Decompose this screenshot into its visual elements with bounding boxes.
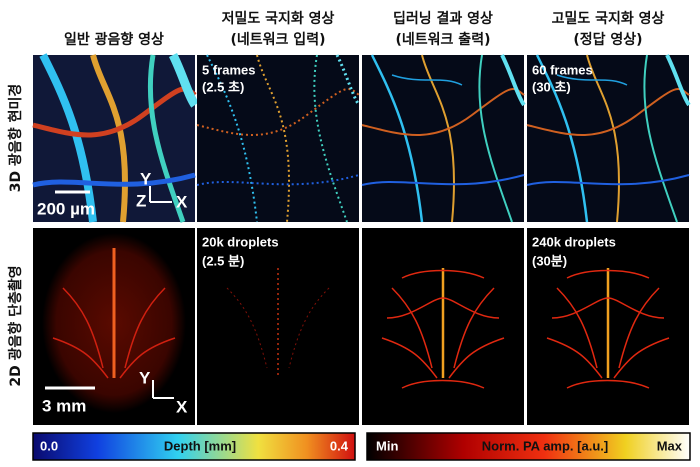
panel-label: 20k droplets (202, 234, 279, 249)
column-header: (정답 영상) (573, 31, 642, 48)
panel-label: 60 frames (532, 62, 593, 77)
panel-label: (2.5 초) (202, 79, 244, 94)
scale-label: 3 mm (42, 396, 86, 415)
panel-label: (2.5 분) (202, 253, 244, 268)
image-panel (33, 55, 195, 222)
image-panel (360, 53, 526, 224)
image-panel (360, 226, 526, 427)
panel-label: 5 frames (202, 62, 255, 77)
axis-label: X (176, 397, 188, 416)
colorbar (366, 432, 691, 461)
column-header: (네트워크 입력) (231, 32, 326, 48)
colorbar-min: Min (376, 438, 398, 453)
column-header: 저밀도 국지화 영상 (222, 10, 335, 27)
panel-label: (30 초) (532, 79, 571, 94)
panel-label: (30분) (532, 253, 567, 268)
column-header: (네트워크 출력) (396, 31, 491, 48)
colorbar-max: Max (657, 438, 683, 453)
colorbar-title: Depth [mm] (164, 438, 236, 453)
axis-label: X (176, 192, 188, 211)
scale-label: 200 µm (37, 199, 95, 218)
column-header: 딥러닝 결과 영상 (393, 10, 493, 27)
column-header: 일반 광음향 영상 (64, 31, 164, 48)
row-label: 2D 광음향 단층촬영 (7, 265, 24, 386)
column-header: 고밀도 국지화 영상 (552, 10, 665, 27)
axis-label: Y (140, 169, 152, 188)
colorbar (32, 432, 356, 461)
colorbar-title: Norm. PA amp. [a.u.] (482, 438, 608, 453)
axis-label: Z (136, 191, 146, 210)
colorbar-min: 0.0 (40, 438, 58, 453)
axis-label: Y (139, 368, 151, 387)
panel-label: 240k droplets (532, 234, 616, 249)
colorbar-max: 0.4 (330, 438, 349, 453)
image-panel (31, 226, 197, 427)
row-label: 3D 광음향 현미경 (7, 84, 24, 192)
